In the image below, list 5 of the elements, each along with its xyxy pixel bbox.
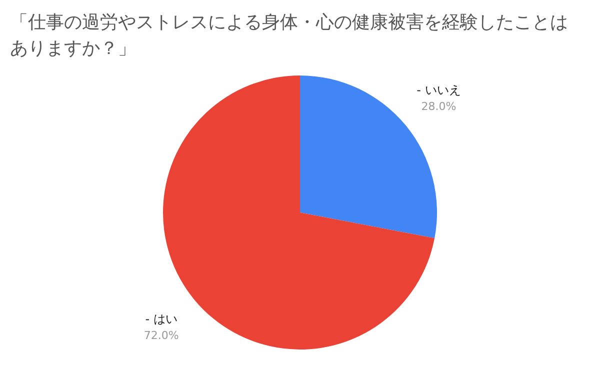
data-label: 72.0%: [144, 329, 179, 342]
data-label: 28.0%: [421, 100, 456, 113]
slice-label: - いいえ: [416, 82, 461, 97]
slice-label: - はい: [145, 312, 178, 326]
chart-title: 「仕事の過労やストレスによる身体・心の健康被害を経験したことはありますか？」: [10, 12, 568, 59]
